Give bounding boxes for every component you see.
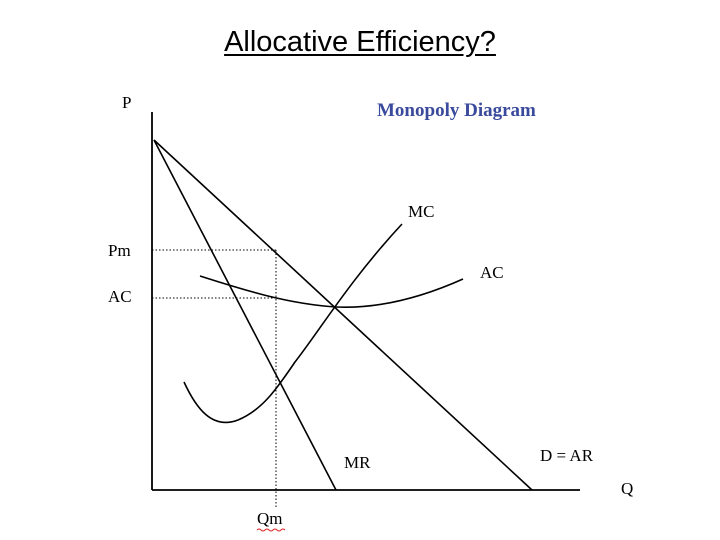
y-axis-label: P xyxy=(122,93,131,112)
price-label-pm: Pm xyxy=(108,241,131,260)
slide-title: Allocative Efficiency? xyxy=(224,26,496,58)
price-label-ac: AC xyxy=(108,287,132,306)
diagram-title: Monopoly Diagram xyxy=(377,100,536,121)
average-cost-curve xyxy=(199,275,464,308)
x-axis-label: Q xyxy=(621,479,633,498)
ac-curve-label: AC xyxy=(480,263,504,282)
mr-curve-label: MR xyxy=(344,453,371,472)
quantity-label-qm: Qm xyxy=(257,509,283,528)
marginal-cost-curve xyxy=(183,223,403,424)
demand-curve-label: D = AR xyxy=(540,446,594,465)
demand-curve xyxy=(153,139,533,491)
spellcheck-underline xyxy=(256,528,286,532)
mc-curve-label: MC xyxy=(408,202,434,221)
marginal-revenue-curve xyxy=(153,139,337,491)
